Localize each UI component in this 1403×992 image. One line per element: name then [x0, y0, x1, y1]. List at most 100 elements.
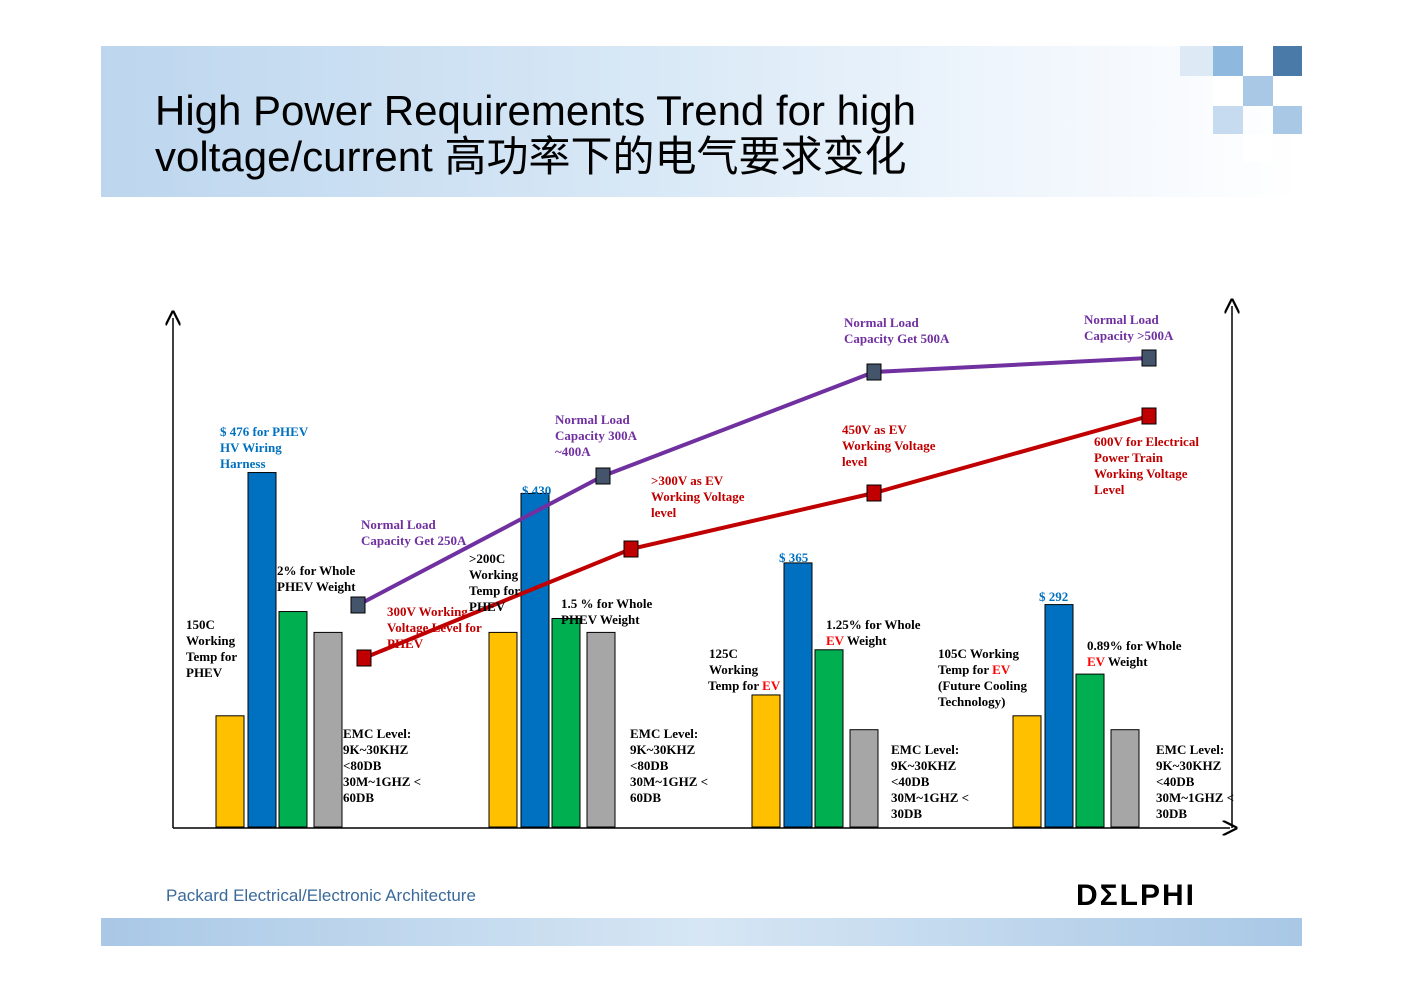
annotation-line: 0.89% for Whole [1087, 638, 1182, 653]
annotation-line: PHEV Weight [277, 579, 356, 594]
decor-square [1243, 46, 1273, 76]
annotation-label: 0.89% for Whole [1087, 638, 1182, 653]
annotation-line: PHEV Weight [561, 612, 640, 627]
annotation-label: 105C Working [938, 646, 1020, 661]
annotation-line: 300V Working [387, 604, 468, 619]
decor-square [1213, 76, 1243, 106]
annotation-line: PHEV [469, 599, 506, 614]
annotation-line: EMC Level: [891, 742, 959, 757]
annotation-line: Working [469, 567, 519, 582]
annotation-label: EV Weight [1087, 654, 1148, 669]
annotation-line: $ 430 [522, 483, 551, 498]
bar-2012-4 [313, 631, 343, 828]
annotation-label: Normal Load Capacity Get 250A [361, 517, 467, 548]
annotation-line: 150C [186, 617, 215, 632]
annotation-line: 30DB [1156, 806, 1187, 821]
decor-square [1243, 76, 1273, 106]
annotation-label: EMC Level: 9K~30KHZ <80DB 30M~1GHZ <60DB [630, 726, 708, 805]
annotation-line: 2% for Whole [277, 563, 355, 578]
annotation-line: 60DB [630, 790, 661, 805]
annotation-line: >200C [469, 551, 505, 566]
annotation-line: 105C Working [938, 646, 1020, 661]
annotation-label: 150C Working Temp for PHEV [186, 617, 237, 680]
trend-line-1 [357, 356, 1150, 607]
annotation-line: $ 365 [779, 550, 809, 565]
bar-2012-3 [278, 611, 308, 828]
annotation-label: >200C Working Temp for PHEV [469, 551, 520, 614]
footer-text: Packard Electrical/Electronic Architectu… [166, 886, 476, 905]
annotation-line: 450V as EV [842, 422, 907, 437]
annotation-line: Power Train [1094, 450, 1164, 465]
trend-marker-1 [866, 363, 882, 381]
decor-square [1273, 46, 1302, 76]
annotation-label: 1.25% for Whole [826, 617, 921, 632]
annotation-label: 300V Working Voltage Level for PHEV [387, 604, 482, 651]
annotation-label: Temp for EV [708, 678, 781, 693]
annotation-line: 30M~1GHZ < [343, 774, 421, 789]
decor-square [1273, 76, 1302, 106]
bar-2025-3 [1075, 673, 1105, 828]
ev-highlight: EV [826, 633, 845, 648]
ev-highlight: EV [1087, 654, 1106, 669]
annotation-label: $ 292 [1039, 589, 1068, 604]
annotation-line: level [651, 505, 677, 520]
annotation-label: 2% for Whole PHEV Weight [277, 563, 356, 594]
annotation-label: >300V as EV Working Voltage level [651, 473, 745, 520]
annotation-line: 30DB [891, 806, 922, 821]
bar-2025-1 [1012, 715, 1042, 828]
bar-2015-2 [520, 492, 550, 828]
annotation-label: Normal Load Capacity Get 500A [844, 315, 950, 346]
annotation-line: <80DB [630, 758, 669, 773]
annotation-label: EMC Level: 9K~30KHZ <40DB 30M~1GHZ <30DB [891, 742, 969, 821]
annotation-line: <40DB [891, 774, 930, 789]
bar-2012-2 [247, 472, 277, 828]
annotation-line: 30M~1GHZ < [1156, 790, 1234, 805]
annotation-label: $ 476 for PHEV HV Wiring Harness [220, 424, 309, 471]
annotation-line: 9K~30KHZ [891, 758, 957, 773]
trend-marker-1 [350, 596, 366, 614]
trend-marker-2 [1141, 407, 1157, 425]
annotation-line: $ 292 [1039, 589, 1068, 604]
annotation-label: $ 430 [522, 483, 551, 498]
annotation-label: Temp for EV [938, 662, 1011, 677]
annotation-label: 450V as EV Working Voltage level [842, 422, 936, 469]
annotation-line: Capacity >500A [1084, 328, 1174, 343]
bar-2015-1 [488, 631, 518, 828]
bar-2025-2 [1044, 604, 1074, 828]
annotation-line: Working [186, 633, 236, 648]
trend-marker-1 [595, 467, 611, 485]
annotation-line: Temp for [469, 583, 520, 598]
delphi-logo: DΣLPHI [1076, 879, 1197, 912]
annotation-line: 1.25% for Whole [826, 617, 921, 632]
title-line-1: High Power Requirements Trend for high [155, 87, 917, 134]
annotation-text: Weight [844, 633, 887, 648]
bar-2020-3 [814, 649, 844, 828]
annotation-text: Temp for [708, 678, 762, 693]
trend-marker-2 [356, 649, 372, 667]
annotation-line: Technology) [938, 694, 1005, 709]
annotation-line: 30M~1GHZ < [891, 790, 969, 805]
annotation-line: Normal Load [1084, 312, 1160, 327]
annotation-line: 30M~1GHZ < [630, 774, 708, 789]
annotation-label: 600V for Electrical Power Train Working Vo… [1094, 434, 1199, 497]
trend-marker-2 [866, 484, 882, 502]
annotation-label: Normal Load Capacity >500A [1084, 312, 1174, 343]
annotation-label: 1.5 % for Whole PHEV Weight [561, 596, 652, 627]
annotation-line: Capacity 300A [555, 428, 638, 443]
trend-line-2 [363, 414, 1150, 660]
bar-2015-4 [586, 631, 616, 828]
annotation-line: ~400A [555, 444, 591, 459]
annotation-label: EV Weight [826, 633, 887, 648]
ev-highlight: EV [762, 678, 781, 693]
annotation-label: EMC Level: 9K~30KHZ <80DB 30M~1GHZ <60DB [343, 726, 421, 805]
decor-square [1180, 46, 1213, 76]
bar-2020-1 [751, 694, 781, 828]
annotation-line: >300V as EV [651, 473, 724, 488]
annotation-label: $ 365 [779, 550, 809, 565]
annotation-line: Voltage Level for [387, 620, 482, 635]
annotation-text: Temp for [938, 662, 992, 677]
annotation-line: Capacity Get 500A [844, 331, 950, 346]
annotation-line: 1.5 % for Whole [561, 596, 652, 611]
annotation-line: EMC Level: [343, 726, 411, 741]
trend-marker-2 [623, 540, 639, 558]
